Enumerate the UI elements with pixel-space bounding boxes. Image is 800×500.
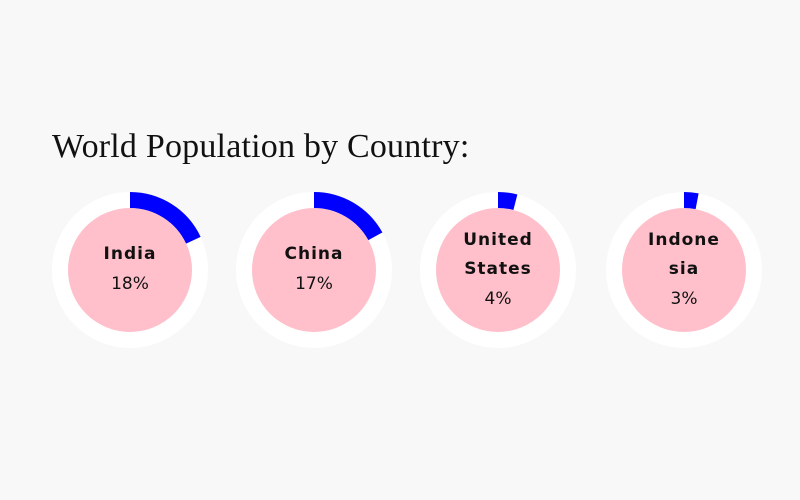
ring-label: United States4% bbox=[436, 208, 560, 332]
country-name: India bbox=[93, 240, 167, 269]
page: World Population by Country: (() => { co… bbox=[0, 0, 800, 500]
country-share: 3% bbox=[671, 284, 698, 315]
country-share: 18% bbox=[111, 269, 149, 300]
ring-label: India18% bbox=[68, 208, 192, 332]
ring-label: China17% bbox=[252, 208, 376, 332]
country-name: United States bbox=[461, 226, 535, 284]
ring-label: Indonesia3% bbox=[622, 208, 746, 332]
country-share: 17% bbox=[295, 269, 333, 300]
country-share: 4% bbox=[485, 284, 512, 315]
country-name: China bbox=[277, 240, 351, 269]
country-name: Indonesia bbox=[647, 226, 721, 284]
